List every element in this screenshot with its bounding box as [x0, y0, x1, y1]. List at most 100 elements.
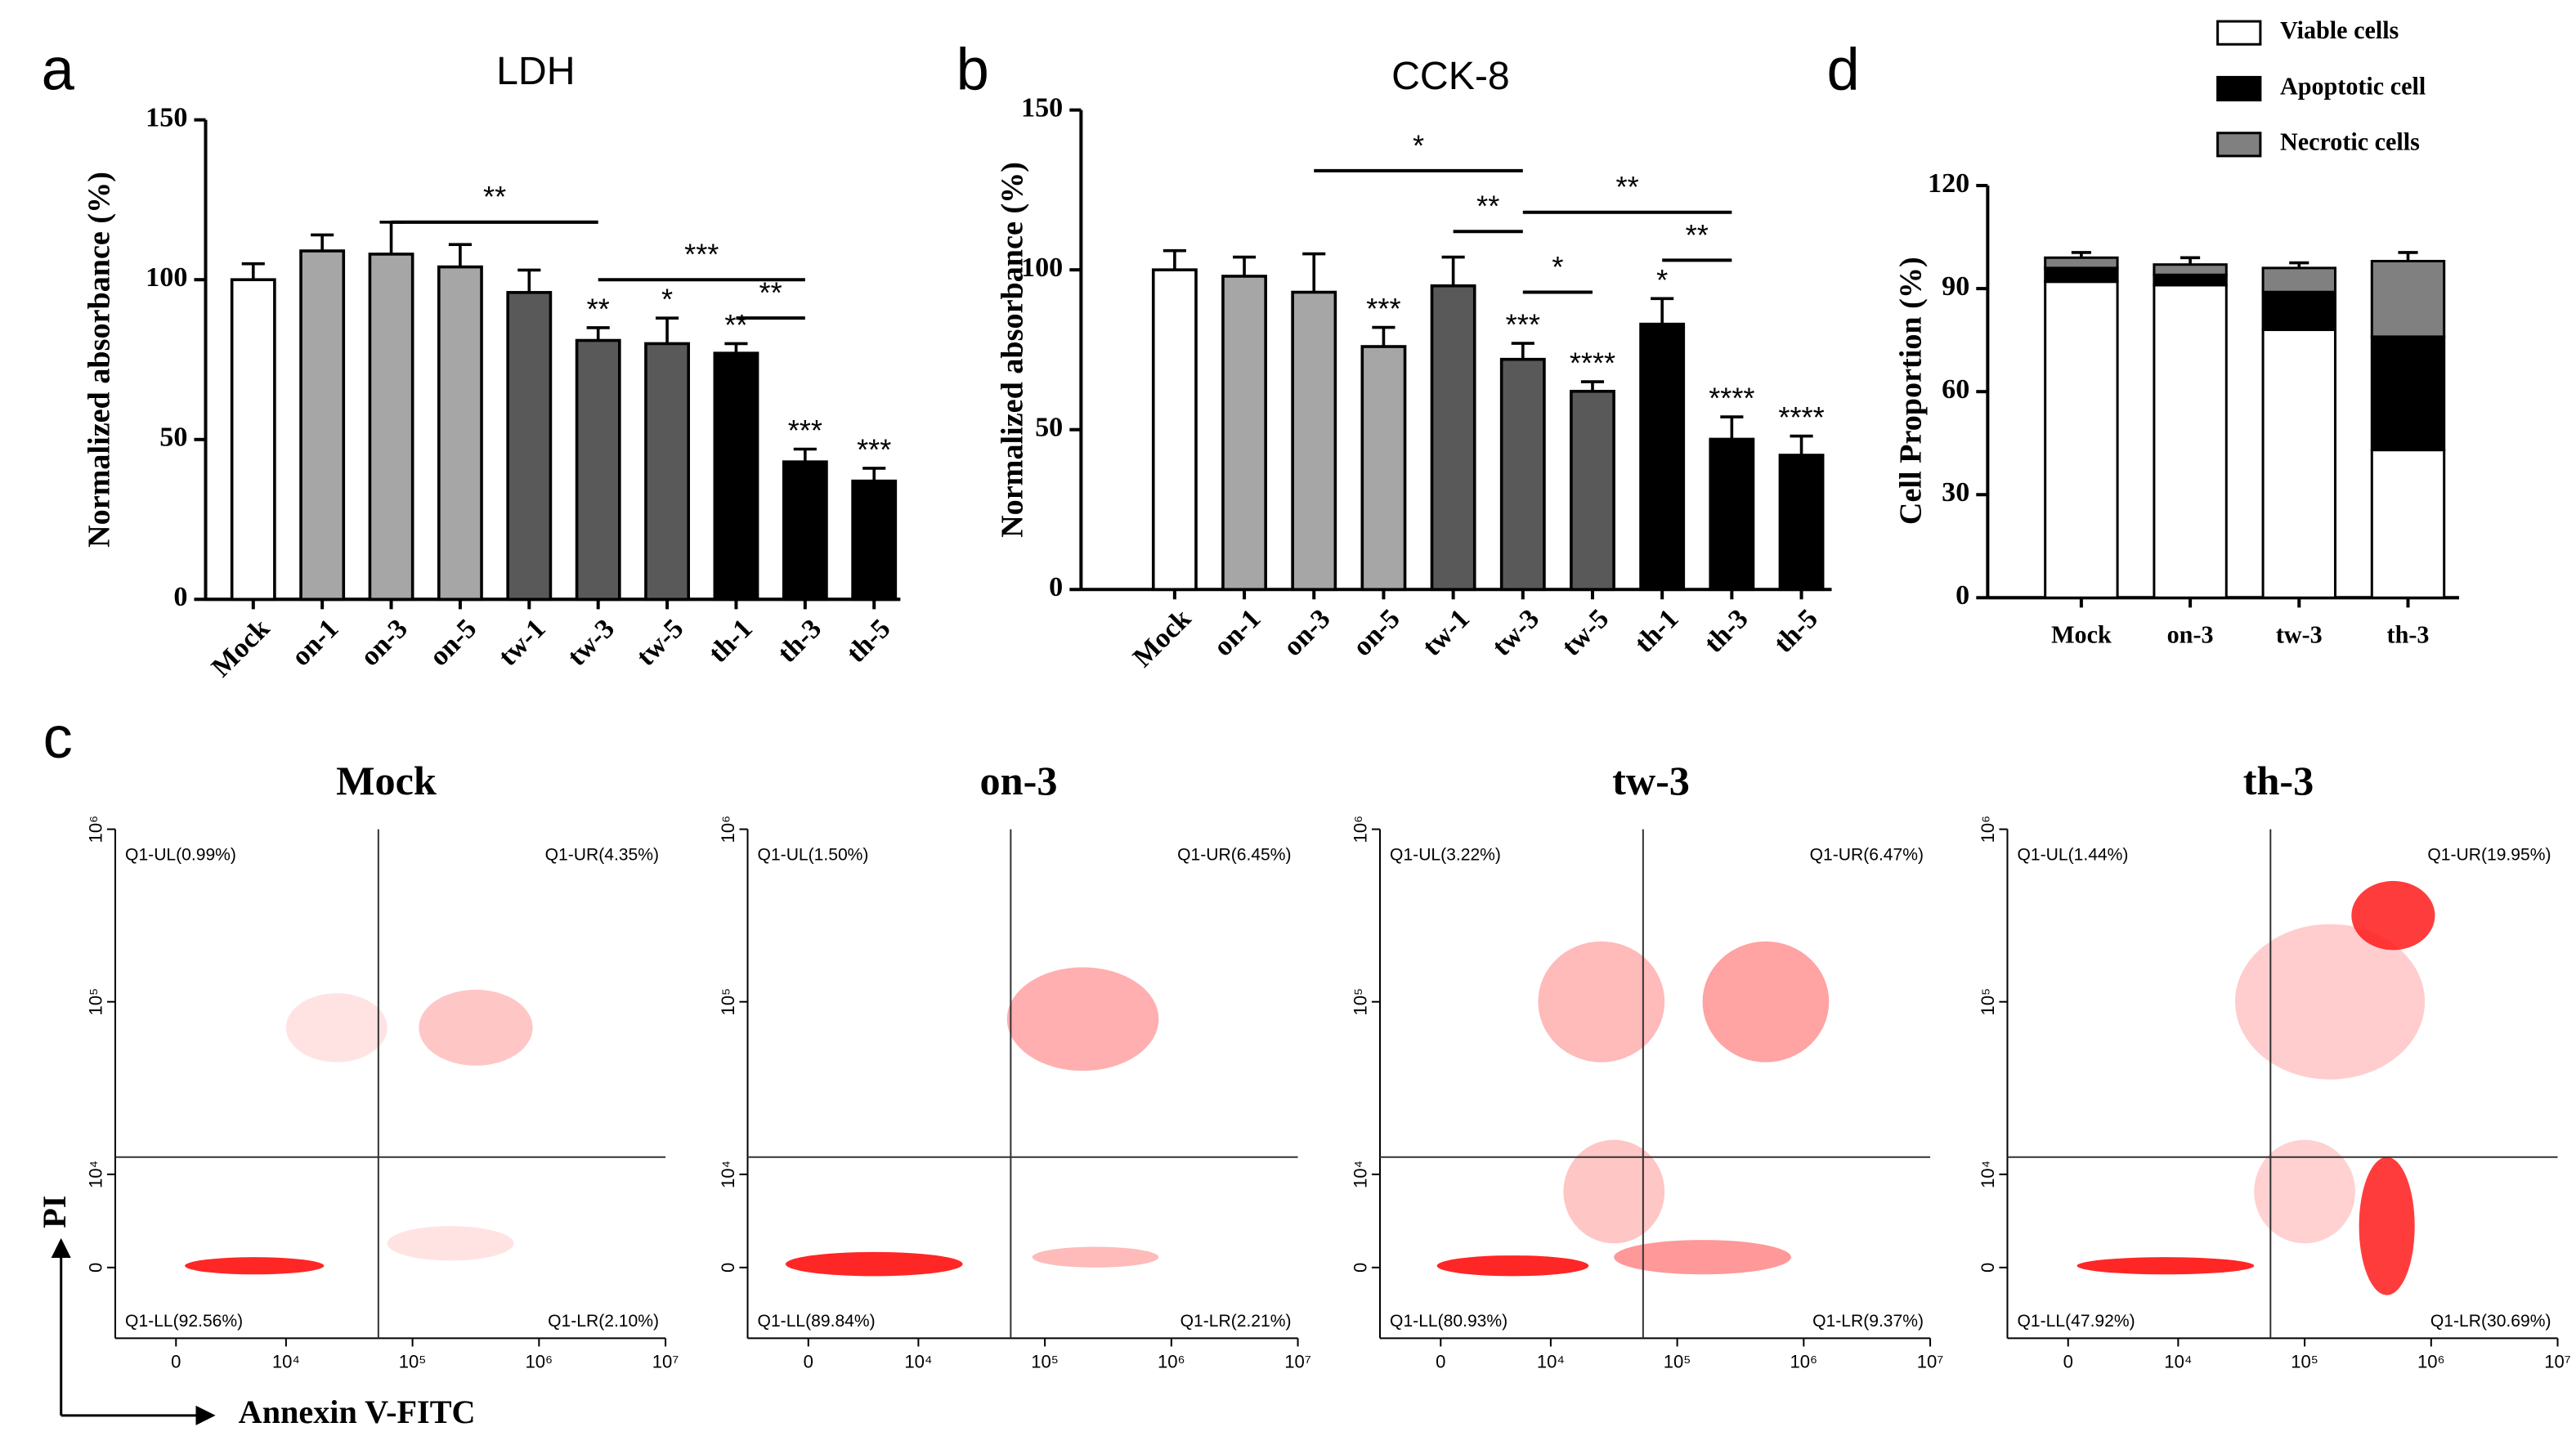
- x-tick-label: Mock: [206, 613, 276, 682]
- bar-segment: [2044, 256, 2119, 270]
- x-tick-label: tw-3: [562, 614, 620, 673]
- bar: [575, 338, 621, 602]
- error-bar: [1302, 252, 1326, 293]
- density-blob: [1436, 1255, 1589, 1277]
- quadrant-label: Q1-LL(89.84%): [758, 1312, 876, 1331]
- y-tick-label: 10⁵: [1351, 988, 1371, 1016]
- quadrant-label: Q1-LR(9.37%): [1812, 1312, 1924, 1331]
- legend-label: Apoptotic cell: [2280, 72, 2426, 100]
- panel-letter: c: [43, 705, 73, 771]
- significance-label: ****: [1709, 382, 1754, 415]
- y-tick-label: 10⁶: [1351, 816, 1371, 843]
- quadrant-label: Q1-LL(92.56%): [125, 1312, 243, 1331]
- density-blob: [1538, 941, 1665, 1062]
- x-tick-label: th-3: [772, 614, 827, 669]
- y-axis-label: Cell Proportion (%): [1894, 257, 1929, 525]
- y-tick-label: 0: [173, 582, 187, 612]
- bar-segment: [2153, 284, 2228, 599]
- significance-label: *: [1413, 128, 1424, 162]
- x-tick-label: 10⁵: [1664, 1351, 1691, 1371]
- significance-label: *: [661, 283, 673, 316]
- x-tick-label: on-5: [1347, 603, 1406, 662]
- error-bar: [1372, 325, 1396, 347]
- x-tick-label: 10⁵: [399, 1351, 427, 1371]
- chart-title: LDH: [496, 49, 575, 93]
- x-tick-label: Mock: [1127, 603, 1197, 673]
- x-tick-label: th-1: [1629, 603, 1685, 659]
- y-tick-label: 10⁴: [1978, 1161, 1998, 1188]
- chart-title: CCK-8: [1391, 54, 1510, 98]
- x-tick-label: 10⁶: [1790, 1351, 1817, 1371]
- bar-segment: [2370, 335, 2446, 452]
- y-tick-label: 0: [1978, 1263, 1998, 1273]
- y-tick-label: 50: [159, 423, 187, 453]
- bar: [1291, 290, 1337, 592]
- y-tick-label: 10⁴: [718, 1161, 738, 1188]
- y-tick-label: 10⁵: [86, 988, 106, 1016]
- bar-segment: [2153, 273, 2228, 287]
- significance-label: **: [1616, 170, 1639, 204]
- error-bar: [862, 467, 886, 481]
- error-bar: [448, 243, 472, 267]
- bar: [1221, 275, 1267, 592]
- density-blob: [2254, 1139, 2355, 1244]
- error-bar: [656, 316, 679, 344]
- x-tick-label: 10⁶: [525, 1351, 553, 1371]
- density-blob: [1702, 941, 1830, 1062]
- significance-label: ***: [788, 414, 822, 447]
- y-tick-label: 0: [1351, 1263, 1371, 1273]
- y-tick-label: 60: [1942, 374, 1969, 405]
- y-tick-label: 0: [1956, 580, 1969, 611]
- y-tick-label: 10⁵: [1978, 988, 1998, 1016]
- bar: [1499, 357, 1546, 592]
- x-tick-label: 10⁷: [1917, 1351, 1944, 1371]
- x-tick-label: tw-1: [493, 614, 552, 673]
- plot-title: th-3: [2243, 758, 2314, 803]
- y-tick-label: 10⁶: [86, 816, 106, 843]
- bar-segment: [2370, 259, 2446, 338]
- significance-label: ****: [1778, 400, 1824, 434]
- y-tick-label: 0: [718, 1263, 738, 1273]
- error-bar: [1511, 342, 1534, 360]
- error-bar: [1232, 255, 1257, 276]
- y-tick-label: 100: [1021, 253, 1063, 283]
- quadrant-label: Q1-LR(2.21%): [1180, 1312, 1292, 1331]
- x-tick-label: Mock: [2051, 620, 2112, 648]
- significance-label: ****: [1570, 347, 1615, 380]
- y-tick-label: 90: [1942, 271, 1969, 302]
- error-bar: [724, 342, 748, 354]
- x-tick-label: on-5: [423, 614, 482, 673]
- bar: [1360, 345, 1407, 592]
- legend-label: Viable cells: [2280, 16, 2399, 44]
- error-bar: [793, 447, 817, 463]
- error-bar: [2398, 251, 2418, 262]
- density-blob: [185, 1257, 325, 1275]
- density-blob: [785, 1251, 963, 1277]
- x-tick-label: 10⁷: [1284, 1351, 1311, 1371]
- bar: [437, 265, 483, 602]
- panel-letter: b: [956, 38, 989, 103]
- quadrant-label: Q1-LR(30.69%): [2430, 1312, 2551, 1331]
- bar: [1570, 389, 1615, 592]
- x-tick-label: 10⁴: [904, 1351, 932, 1371]
- significance-label: **: [724, 308, 747, 342]
- y-tick-label: 100: [146, 262, 187, 293]
- x-tick-label: 10⁵: [2291, 1351, 2318, 1371]
- quadrant-label: Q1-UR(6.45%): [1177, 845, 1291, 864]
- x-tick-label: 10⁶: [2417, 1351, 2445, 1371]
- quadrant-label: Q1-UL(0.99%): [125, 845, 236, 864]
- density-blob: [2351, 880, 2435, 951]
- quadrant-label: Q1-UR(6.47%): [1810, 845, 1924, 864]
- plot-title: tw-3: [1612, 758, 1690, 803]
- y-tick-label: 120: [1928, 168, 1969, 199]
- density-blob: [1614, 1240, 1791, 1275]
- density-blob: [1563, 1139, 1665, 1244]
- x-tick-label: on-3: [1278, 603, 1337, 662]
- y-tick-label: 30: [1942, 477, 1969, 508]
- x-tick-label: 10⁶: [1158, 1351, 1185, 1371]
- x-tick-label: on-3: [2167, 620, 2214, 648]
- bar: [299, 249, 346, 602]
- bar: [1709, 437, 1755, 592]
- legend-label: Necrotic cells: [2280, 128, 2420, 156]
